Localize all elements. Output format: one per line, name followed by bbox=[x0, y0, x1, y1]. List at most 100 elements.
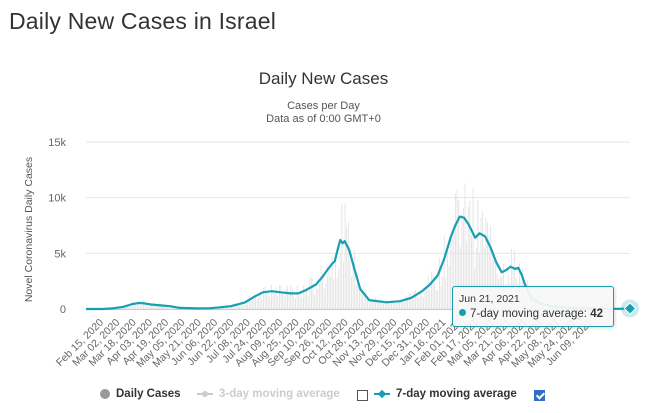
daily-case-bar bbox=[469, 200, 471, 309]
daily-case-bar bbox=[288, 295, 290, 309]
daily-case-bar bbox=[165, 306, 167, 309]
daily-case-bar bbox=[283, 296, 285, 309]
daily-case-bar bbox=[261, 299, 263, 309]
daily-case-bar bbox=[253, 297, 255, 309]
daily-case-bar bbox=[487, 222, 488, 309]
daily-case-bar bbox=[258, 297, 260, 309]
series-dot-icon bbox=[459, 309, 466, 316]
daily-case-bar bbox=[466, 241, 468, 309]
daily-case-bar bbox=[423, 297, 424, 309]
daily-case-bar bbox=[472, 187, 474, 309]
daily-case-bar bbox=[416, 295, 418, 309]
checkbox-3day-average[interactable] bbox=[357, 390, 368, 401]
daily-case-bar bbox=[125, 305, 127, 309]
daily-case-bar bbox=[344, 203, 346, 309]
daily-case-bar bbox=[131, 302, 133, 309]
daily-case-bar bbox=[375, 298, 376, 309]
daily-case-bar bbox=[154, 302, 156, 309]
daily-case-bar bbox=[387, 302, 389, 309]
daily-case-bar bbox=[280, 284, 282, 309]
daily-case-bar bbox=[471, 235, 472, 309]
daily-case-bar bbox=[357, 272, 359, 309]
daily-case-bar bbox=[307, 296, 309, 309]
daily-case-bar bbox=[333, 279, 335, 309]
legend-item-7day-average[interactable]: 7-day moving average bbox=[374, 388, 517, 400]
daily-case-bar bbox=[477, 199, 479, 309]
y-tick-label: 15k bbox=[48, 137, 66, 149]
daily-case-bar bbox=[480, 217, 482, 309]
daily-case-bar bbox=[245, 304, 247, 309]
daily-case-bar bbox=[256, 299, 258, 309]
daily-case-bar bbox=[488, 236, 490, 309]
daily-case-bar bbox=[147, 306, 149, 309]
daily-case-bar bbox=[135, 303, 136, 309]
daily-case-bar bbox=[304, 289, 306, 309]
daily-case-bar bbox=[251, 301, 253, 309]
chart-title: Daily New Cases bbox=[258, 69, 389, 88]
daily-case-bar bbox=[435, 289, 437, 309]
daily-case-bar bbox=[392, 300, 394, 309]
line-marker-icon bbox=[374, 389, 390, 399]
legend-label-3day-average: 3-day moving average bbox=[219, 388, 340, 400]
daily-case-bar bbox=[419, 291, 421, 309]
line-marker-icon bbox=[197, 389, 213, 399]
daily-case-bar bbox=[397, 302, 399, 309]
daily-case-bar bbox=[383, 303, 384, 309]
daily-case-bar bbox=[483, 248, 485, 309]
daily-case-bar bbox=[295, 298, 296, 309]
daily-case-bar bbox=[411, 299, 413, 309]
daily-case-bar bbox=[323, 288, 325, 309]
daily-case-bar bbox=[400, 302, 402, 309]
daily-case-bar bbox=[146, 302, 148, 309]
daily-case-bar bbox=[403, 299, 405, 309]
daily-case-bar bbox=[434, 281, 436, 309]
chart-subtitle: Cases per Day bbox=[287, 100, 360, 112]
daily-case-bar bbox=[405, 296, 407, 309]
daily-case-bar bbox=[296, 286, 298, 309]
daily-case-bar bbox=[418, 298, 420, 309]
daily-case-bar bbox=[439, 258, 440, 309]
daily-case-bar bbox=[514, 249, 516, 309]
daily-case-bar bbox=[133, 304, 135, 309]
tooltip-date: Jun 21, 2021 bbox=[459, 293, 520, 305]
daily-case-bar bbox=[272, 290, 274, 309]
daily-case-bar bbox=[250, 299, 252, 309]
daily-case-bar bbox=[379, 299, 381, 309]
daily-case-bar bbox=[298, 295, 300, 309]
daily-case-bar bbox=[130, 304, 132, 309]
tooltip-row: 7-day moving average: 42 bbox=[459, 308, 603, 320]
daily-case-bar bbox=[437, 290, 439, 309]
daily-case-bar bbox=[173, 307, 175, 309]
daily-case-bar bbox=[450, 238, 452, 309]
chart-tooltip: Jun 21, 2021 7-day moving average: 42 bbox=[452, 286, 614, 327]
daily-case-bar bbox=[123, 306, 125, 309]
daily-case-bar bbox=[325, 283, 327, 309]
daily-case-bar bbox=[237, 305, 239, 309]
daily-case-bar bbox=[234, 306, 236, 309]
daily-case-bar bbox=[371, 301, 373, 309]
daily-case-bar bbox=[287, 285, 288, 309]
daily-case-bar bbox=[407, 297, 408, 309]
daily-case-bar bbox=[301, 297, 303, 309]
daily-case-bar bbox=[464, 183, 466, 309]
daily-case-bar bbox=[240, 303, 242, 309]
checkbox-7day-average[interactable] bbox=[534, 390, 545, 401]
legend-item-3day-average[interactable]: 3-day moving average bbox=[197, 388, 340, 400]
daily-case-bar bbox=[367, 298, 368, 309]
daily-case-bar bbox=[309, 277, 311, 309]
daily-case-bar bbox=[335, 259, 336, 309]
highlighted-point bbox=[623, 302, 637, 315]
legend-item-daily-cases[interactable]: Daily Cases bbox=[100, 388, 181, 400]
daily-case-bar bbox=[243, 305, 245, 309]
daily-case-bar bbox=[391, 300, 392, 309]
daily-case-bar bbox=[370, 301, 372, 309]
daily-case-bar bbox=[157, 305, 159, 309]
y-tick-label: 0 bbox=[60, 304, 66, 316]
daily-case-bar bbox=[303, 285, 304, 309]
daily-case-bar bbox=[338, 269, 340, 309]
daily-case-bar bbox=[282, 293, 284, 309]
daily-case-bar bbox=[451, 232, 453, 309]
daily-case-bar bbox=[453, 223, 455, 309]
daily-case-bar bbox=[152, 303, 154, 309]
daily-case-bar bbox=[264, 286, 266, 309]
